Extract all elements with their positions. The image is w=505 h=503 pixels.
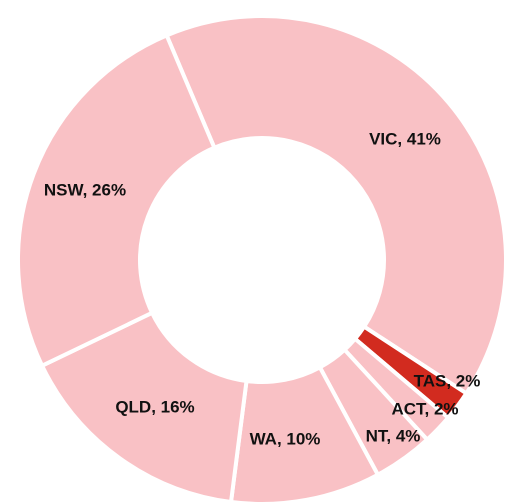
slice-label: WA, 10% — [250, 429, 321, 448]
slice-label: ACT, 2% — [391, 399, 458, 418]
slice-label: NSW, 26% — [44, 180, 126, 199]
slice-label: VIC, 41% — [369, 129, 441, 148]
slice-label: QLD, 16% — [115, 397, 194, 416]
slice-label: TAS, 2% — [414, 371, 481, 390]
donut-slice — [39, 310, 249, 503]
donut-slice — [164, 14, 505, 397]
slice-label: NT, 4% — [366, 426, 421, 445]
donut-slice — [16, 32, 217, 369]
